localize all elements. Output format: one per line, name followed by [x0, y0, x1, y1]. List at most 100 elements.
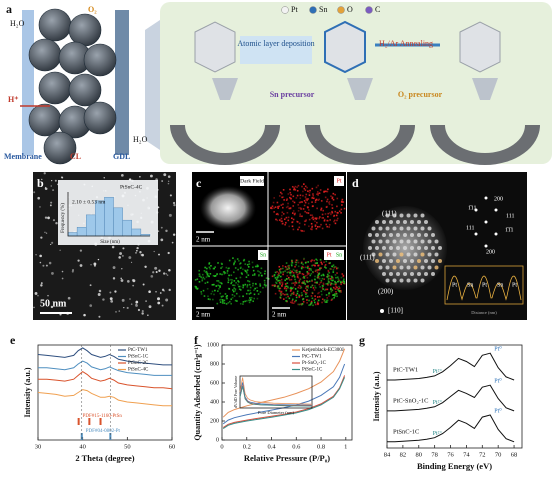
map-pixel — [203, 295, 206, 297]
map-pixel — [253, 297, 256, 300]
map-pixel — [277, 285, 280, 287]
particle — [98, 315, 101, 318]
map-pixel — [239, 262, 242, 264]
map-pixel — [326, 198, 329, 201]
map-pixel — [242, 301, 245, 303]
map-pixel — [244, 270, 247, 273]
map-pixel — [280, 291, 283, 293]
map-pixel — [318, 198, 320, 201]
particle — [172, 233, 176, 236]
map-pixel — [285, 287, 288, 290]
element-legend: Pt Sn O C — [281, 5, 380, 14]
map-pixel — [238, 285, 240, 288]
map-pixel — [300, 286, 303, 289]
map-pixel — [325, 223, 328, 226]
map-pixel — [275, 281, 277, 284]
particle — [55, 221, 58, 225]
map-pixel — [287, 205, 289, 208]
map-pixel — [328, 291, 330, 294]
map-pixel — [298, 294, 300, 297]
map-pixel — [311, 280, 313, 282]
map-pixel — [321, 227, 324, 230]
membrane-layer — [22, 10, 34, 155]
map-pixel — [333, 287, 336, 290]
map-pixel — [320, 200, 323, 202]
map-pixel — [302, 190, 304, 193]
fft-label: 1̄1̄1 — [505, 227, 514, 233]
map-pixel — [254, 287, 256, 290]
atom — [375, 233, 379, 237]
map-pixel — [320, 279, 323, 282]
particle — [120, 277, 122, 280]
map-pixel — [314, 201, 317, 203]
data-line — [37, 389, 172, 407]
map-pixel — [327, 269, 330, 272]
atom — [389, 246, 393, 250]
map-pixel — [328, 226, 330, 228]
map-pixel — [292, 200, 294, 203]
particle — [141, 312, 144, 315]
map-pixel — [331, 204, 333, 206]
map-pixel — [281, 211, 284, 214]
map-pixel — [300, 294, 303, 297]
map-pixel — [256, 297, 259, 300]
map-pixel — [275, 282, 278, 285]
step1-label: Atomic layer deposition — [237, 39, 314, 48]
map-pixel — [218, 287, 220, 290]
gdl-label: GDL — [113, 152, 130, 161]
map-pixel — [226, 270, 229, 272]
map-pixel — [285, 268, 288, 271]
map-pixel — [233, 263, 235, 266]
map-pixel — [285, 300, 288, 302]
particle — [50, 201, 53, 204]
atom — [396, 272, 400, 276]
map-pixel — [296, 271, 299, 274]
map-pixel — [299, 287, 301, 290]
map-pixel — [205, 276, 208, 278]
map-pixel — [320, 267, 322, 269]
map-pixel — [316, 269, 319, 271]
particle — [130, 303, 133, 305]
map-pixel — [275, 213, 278, 216]
map-pixel — [320, 281, 323, 284]
map-pixel — [302, 266, 305, 269]
map-pixel — [227, 267, 229, 270]
particle — [102, 298, 105, 301]
map-pixel — [234, 299, 237, 302]
map-pixel — [295, 263, 297, 266]
map-pixel — [294, 280, 297, 283]
map-pixel — [230, 302, 232, 305]
map-pixel — [294, 300, 296, 303]
map-pixel — [324, 196, 327, 199]
atom — [406, 265, 411, 270]
map-pixel — [230, 278, 232, 281]
map-pixel — [296, 276, 299, 278]
map-pixel — [340, 276, 343, 279]
hist-bar — [76, 226, 87, 237]
map-pixel — [281, 192, 283, 195]
map-pixel — [288, 279, 291, 281]
map-pixel — [206, 281, 209, 284]
hist-bar — [95, 200, 105, 237]
catalyst-sphere — [38, 8, 72, 42]
map-pixel — [292, 210, 295, 212]
map-pixel — [318, 225, 321, 228]
map-pixel — [238, 281, 240, 283]
particle — [162, 272, 166, 275]
map-pixel — [313, 299, 315, 302]
map-pixel — [279, 291, 282, 293]
map-pixel — [331, 211, 334, 214]
map-pixel — [317, 268, 320, 271]
map-pixel — [292, 291, 295, 294]
map-pixel — [209, 267, 211, 270]
map-pixel — [204, 282, 207, 284]
map-pixel — [311, 214, 314, 217]
atom — [371, 252, 376, 257]
map-pixel — [319, 189, 322, 191]
map-pixel — [289, 191, 292, 194]
profile-label: Pt — [482, 282, 487, 288]
map-pixel — [342, 274, 345, 277]
atom — [375, 220, 379, 224]
atom — [431, 246, 435, 250]
map-pixel — [280, 220, 282, 223]
